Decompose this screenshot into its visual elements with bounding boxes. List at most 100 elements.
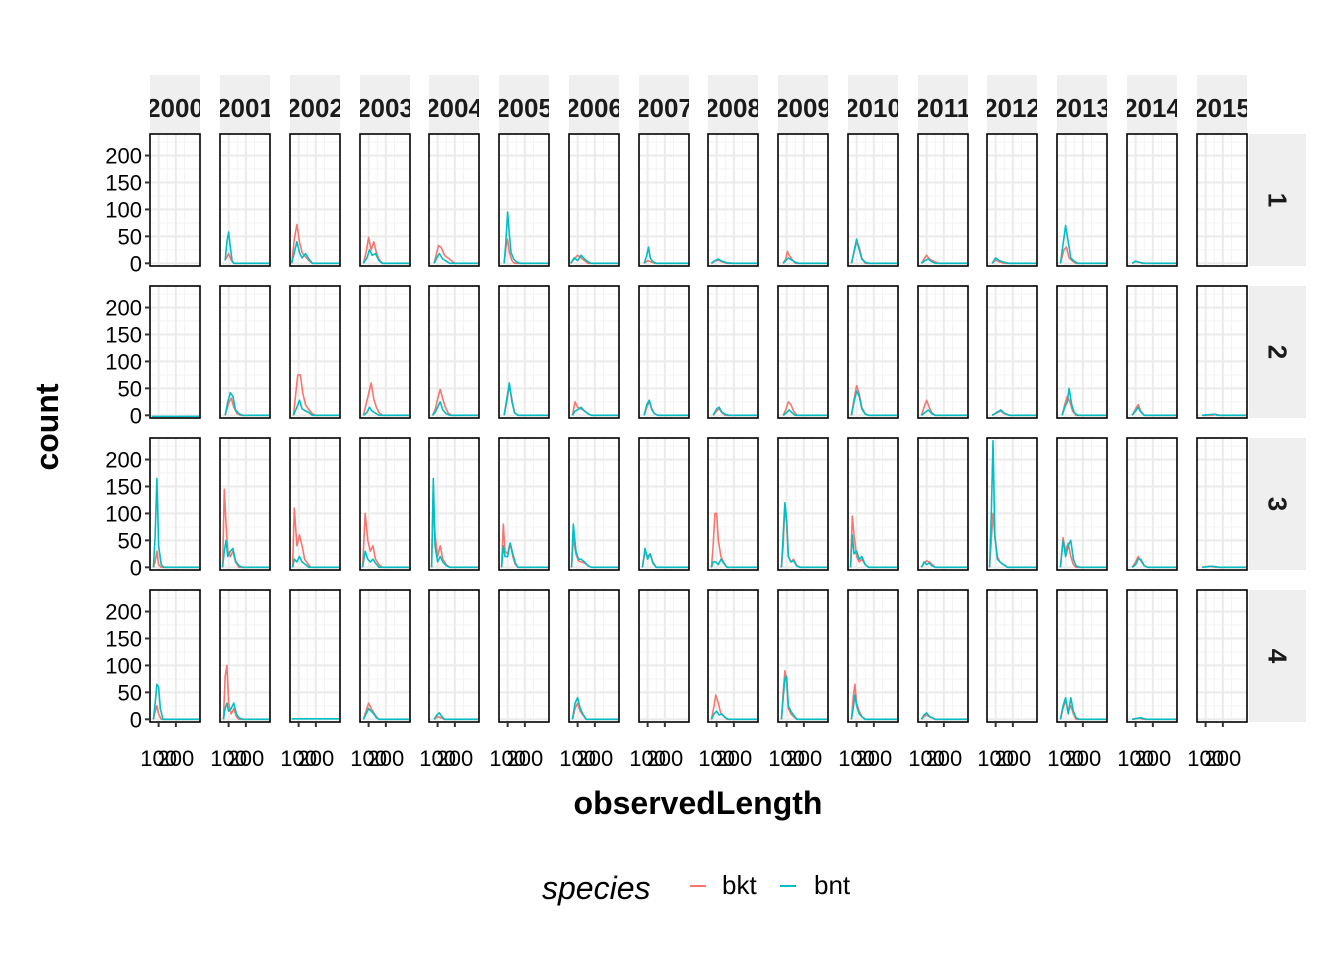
strip-bg (1249, 438, 1306, 570)
strip-label-2014: 2014 (1123, 93, 1181, 123)
x-tick-label: 100 (1047, 746, 1084, 771)
strip-label-row-3: 3 (1263, 497, 1293, 511)
series-line-bkt (292, 374, 340, 417)
series-line-bkt (431, 388, 479, 417)
series-line-bnt (292, 399, 340, 417)
series-line-bnt (988, 439, 1037, 569)
strip-label-2002: 2002 (286, 93, 344, 123)
series-line-bnt (991, 409, 1037, 417)
series-line-bnt (571, 406, 619, 417)
x-tick-label: 200 (368, 746, 405, 771)
series-line-bnt (500, 542, 549, 569)
panel-3-2009 (777, 437, 829, 571)
x-tick-label: 200 (1135, 746, 1172, 771)
panel-border (638, 133, 690, 267)
panel-1-2013 (1056, 133, 1108, 267)
panel-border (359, 437, 411, 571)
panel-1-2005 (498, 133, 550, 267)
panel-border (1056, 285, 1108, 419)
strip-bg (1197, 75, 1247, 133)
panel-1-2011 (917, 133, 969, 267)
panel-1-2015 (1196, 133, 1248, 267)
panel-4-2008 (707, 589, 759, 723)
panel-border (638, 285, 690, 419)
strip-year-2001: 2001 (220, 75, 270, 133)
series-line-bnt (991, 257, 1037, 265)
strip-label-2009: 2009 (774, 93, 832, 123)
y-tick-label: 150 (105, 474, 142, 499)
panel-border (917, 133, 969, 267)
x-tick-label: 100 (977, 746, 1014, 771)
strip-bg (1249, 590, 1306, 722)
panel-border (707, 437, 759, 571)
series-line-bnt (1059, 539, 1107, 569)
series-line-bnt (782, 257, 828, 265)
x-tick-label: 200 (856, 746, 893, 771)
strip-bg (778, 75, 828, 133)
x-tick-label: 100 (838, 746, 875, 771)
x-tick-label: 100 (350, 746, 387, 771)
x-tick-label: 200 (647, 746, 684, 771)
panel-1-2014 (1126, 133, 1178, 267)
strip-bg (1249, 134, 1306, 266)
strip-label-2000: 2000 (146, 93, 204, 123)
x-tick-label: 100 (698, 746, 735, 771)
panel-2-2011 (917, 285, 969, 419)
strip-year-2013: 2013 (1057, 75, 1107, 133)
strip-bg (360, 75, 410, 133)
panel-2-2009 (777, 285, 829, 419)
panel-4-2015 (1196, 589, 1248, 723)
series-line-bnt (433, 712, 479, 721)
y-tick-label: 100 (105, 653, 142, 678)
panel-4-2001 (219, 589, 271, 723)
y-tick-label: 150 (105, 170, 142, 195)
strip-year-2006: 2006 (569, 75, 619, 133)
strip-label-2015: 2015 (1193, 93, 1251, 123)
panel-4-2010 (847, 589, 899, 723)
panel-4-2013 (1056, 589, 1108, 723)
series-line-bnt (433, 252, 479, 265)
x-tick-label: 200 (158, 746, 195, 771)
strip-bg (639, 75, 689, 133)
strip-label-2010: 2010 (844, 93, 902, 123)
panel-border (847, 133, 899, 267)
panel-3-2010 (847, 437, 899, 571)
x-tick-label: 100 (1187, 746, 1224, 771)
panel-1-2004 (428, 133, 480, 267)
strip-bg (987, 75, 1037, 133)
panel-4-2006 (568, 589, 620, 723)
panel-border (917, 285, 969, 419)
series-line-bnt (1059, 696, 1107, 721)
panel-3-2011 (917, 437, 969, 571)
series-line-bnt (710, 258, 758, 265)
y-tick-label: 0 (130, 403, 142, 428)
strip-bg (1249, 286, 1306, 418)
panel-2-2003 (359, 285, 411, 419)
strip-year-2012: 2012 (987, 75, 1037, 133)
strip-year-2004: 2004 (429, 75, 479, 133)
series-line-bkt (362, 382, 410, 417)
panel-border (568, 133, 620, 267)
panel-border (1126, 437, 1178, 571)
legend: species bkt bnt (542, 870, 851, 906)
panel-border (568, 285, 620, 419)
panel-border (917, 437, 969, 571)
panel-2-2004 (428, 285, 480, 419)
x-tick-label: 200 (716, 746, 753, 771)
panel-2-2007 (638, 285, 690, 419)
x-tick-label: 200 (1065, 746, 1102, 771)
series-line-bnt (1131, 260, 1177, 265)
strip-label-2003: 2003 (356, 93, 414, 123)
y-tick-label: 50 (118, 224, 142, 249)
panel-border (568, 437, 620, 571)
x-tick-label: 200 (577, 746, 614, 771)
x-tick-label: 200 (786, 746, 823, 771)
x-tick-label: 200 (1205, 746, 1242, 771)
panel-2-2014 (1126, 285, 1178, 419)
y-tick-label: 100 (105, 501, 142, 526)
strip-year-2014: 2014 (1123, 75, 1181, 133)
panel-border (1196, 285, 1248, 419)
strip-bg (220, 75, 270, 133)
series-line-bnt (224, 391, 270, 417)
